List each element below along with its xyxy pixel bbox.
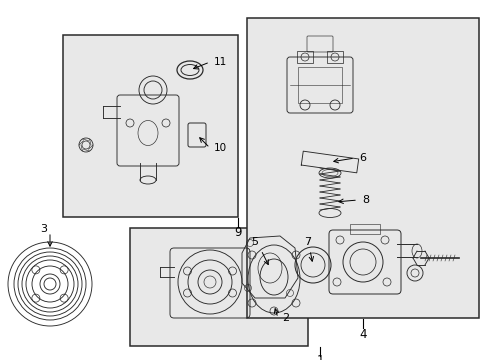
- Bar: [130, 228, 307, 346]
- Text: 7: 7: [304, 237, 311, 247]
- Text: 2: 2: [282, 313, 288, 323]
- Text: 8: 8: [361, 195, 368, 205]
- Text: 3: 3: [41, 224, 47, 234]
- Bar: [246, 18, 478, 318]
- Text: 10: 10: [214, 143, 226, 153]
- Text: 9: 9: [234, 226, 241, 239]
- Bar: [326, 51, 342, 63]
- Text: 1: 1: [316, 354, 323, 360]
- Bar: [296, 51, 312, 63]
- Bar: [63, 35, 238, 217]
- Text: 6: 6: [358, 153, 365, 163]
- Text: 11: 11: [214, 57, 227, 67]
- Bar: [297, 67, 341, 103]
- Text: 4: 4: [359, 328, 366, 341]
- Bar: [349, 224, 379, 234]
- Text: 5: 5: [251, 237, 258, 247]
